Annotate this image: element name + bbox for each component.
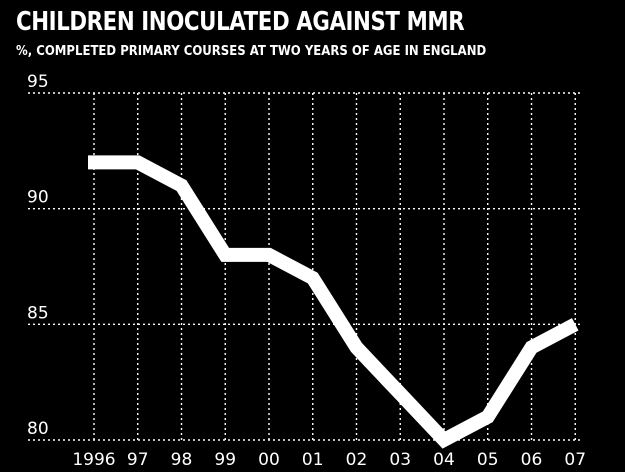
chart-title: CHILDREN INOCULATED AGAINST MMR xyxy=(16,7,465,37)
y-tick-label: 95 xyxy=(27,72,49,92)
y-tick-labels: 95 90 85 80 xyxy=(27,72,49,439)
x-tick-label: 99 xyxy=(214,450,236,470)
horizontal-gridlines xyxy=(28,92,582,441)
chart-subtitle: %, COMPLETED PRIMARY COURSES AT TWO YEAR… xyxy=(16,44,487,59)
x-tick-label: 00 xyxy=(258,450,280,470)
y-tick-label: 80 xyxy=(27,419,49,439)
x-tick-label: 01 xyxy=(302,450,324,470)
x-tick-label: 1996 xyxy=(72,450,115,470)
x-tick-label: 05 xyxy=(477,450,499,470)
x-tick-labels: 1996 97 98 99 00 01 02 03 04 05 06 07 xyxy=(72,450,586,470)
y-tick-label: 85 xyxy=(27,303,49,323)
y-tick-label: 90 xyxy=(27,188,49,208)
x-tick-label: 03 xyxy=(389,450,411,470)
series-line xyxy=(88,155,579,449)
x-tick-label: 04 xyxy=(433,450,455,470)
x-tick-label: 02 xyxy=(346,450,368,470)
x-tick-label: 07 xyxy=(564,450,586,470)
x-tick-label: 98 xyxy=(171,450,193,470)
x-tick-label: 97 xyxy=(127,450,149,470)
x-tick-label: 06 xyxy=(521,450,543,470)
